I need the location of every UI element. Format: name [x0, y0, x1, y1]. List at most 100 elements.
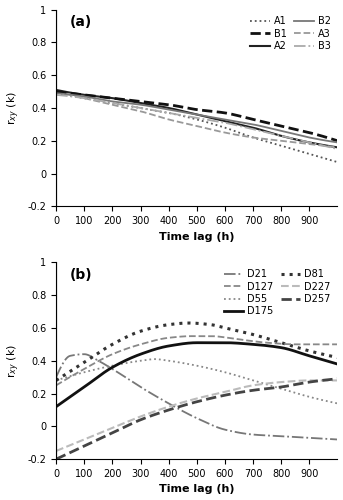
- A2: [168, 105, 172, 111]
- A2: [178, 108, 182, 114]
- Legend: A1, B1, A2, B2, A3, B3: A1, B1, A2, B2, A3, B3: [248, 14, 333, 53]
- D257: [247, 388, 251, 394]
- D55: [279, 386, 283, 392]
- A1: [83, 95, 87, 101]
- D257: [83, 443, 87, 449]
- A3: [178, 119, 182, 125]
- A1: [168, 110, 172, 116]
- D227: [168, 404, 172, 409]
- Line: D257: D257: [56, 379, 338, 459]
- D81: [274, 338, 278, 344]
- Y-axis label: r$_{xy}$ (k): r$_{xy}$ (k): [5, 344, 22, 378]
- D175: [168, 343, 172, 349]
- D257: [335, 376, 340, 382]
- D21: [168, 401, 172, 407]
- A1: [273, 141, 277, 147]
- D21: [274, 433, 278, 439]
- D127: [274, 340, 278, 346]
- B3: [273, 132, 277, 138]
- Line: D21: D21: [56, 354, 338, 440]
- A1: [178, 112, 182, 118]
- D257: [54, 456, 58, 462]
- D81: [168, 322, 172, 328]
- B3: [54, 92, 58, 98]
- Line: A3: A3: [56, 92, 338, 148]
- Y-axis label: r$_{xy}$ (k): r$_{xy}$ (k): [5, 91, 22, 125]
- A3: [83, 96, 87, 102]
- B1: [335, 138, 340, 144]
- D81: [279, 340, 283, 345]
- A3: [168, 117, 172, 123]
- D127: [335, 342, 340, 347]
- D227: [308, 378, 312, 384]
- D175: [335, 361, 340, 367]
- B3: [168, 110, 172, 116]
- B2: [279, 128, 283, 134]
- B1: [54, 88, 58, 94]
- D127: [83, 366, 87, 372]
- D257: [178, 404, 182, 409]
- D81: [178, 320, 182, 326]
- A2: [247, 124, 251, 130]
- Line: B2: B2: [56, 93, 338, 142]
- A3: [335, 144, 340, 150]
- A1: [54, 90, 58, 96]
- B2: [178, 108, 182, 114]
- D257: [168, 406, 172, 412]
- D127: [54, 382, 58, 388]
- B2: [83, 94, 87, 100]
- A2: [335, 144, 340, 150]
- A3: [247, 134, 251, 140]
- D175: [54, 404, 58, 409]
- B1: [83, 92, 87, 98]
- A3: [54, 88, 58, 94]
- D55: [335, 400, 340, 406]
- D175: [83, 384, 87, 390]
- B1: [178, 104, 182, 110]
- D55: [168, 358, 172, 364]
- D55: [274, 384, 278, 390]
- D21: [248, 431, 252, 437]
- B2: [273, 126, 277, 132]
- D227: [273, 380, 277, 386]
- D55: [54, 378, 58, 384]
- D55: [83, 369, 87, 375]
- B3: [279, 132, 283, 138]
- D55: [248, 376, 252, 382]
- D21: [279, 433, 283, 439]
- B2: [168, 107, 172, 113]
- A1: [335, 159, 340, 165]
- A2: [279, 132, 283, 138]
- D55: [153, 356, 157, 362]
- X-axis label: Time lag (h): Time lag (h): [159, 484, 235, 494]
- X-axis label: Time lag (h): Time lag (h): [159, 232, 235, 241]
- D127: [248, 338, 252, 344]
- B1: [247, 116, 251, 121]
- Line: D55: D55: [56, 359, 338, 404]
- D175: [274, 344, 278, 350]
- D127: [189, 333, 193, 339]
- A2: [273, 132, 277, 138]
- B2: [54, 90, 58, 96]
- Line: D227: D227: [56, 380, 338, 451]
- Text: (a): (a): [70, 16, 92, 30]
- B3: [247, 126, 251, 132]
- Line: A1: A1: [56, 93, 338, 162]
- D227: [279, 379, 283, 385]
- B1: [273, 122, 277, 128]
- A3: [273, 137, 277, 143]
- D81: [83, 359, 87, 365]
- B2: [247, 120, 251, 126]
- D81: [335, 354, 340, 360]
- A2: [54, 87, 58, 93]
- D81: [248, 330, 252, 336]
- Legend: D21, D127, D55, D175, D81, D227, D257: D21, D127, D55, D175, D81, D227, D257: [222, 267, 333, 318]
- B2: [335, 140, 340, 145]
- Line: D127: D127: [56, 336, 338, 386]
- D257: [279, 384, 283, 390]
- B3: [83, 95, 87, 101]
- D175: [178, 341, 182, 347]
- D175: [195, 340, 199, 345]
- Line: A2: A2: [56, 90, 338, 148]
- D55: [178, 360, 182, 366]
